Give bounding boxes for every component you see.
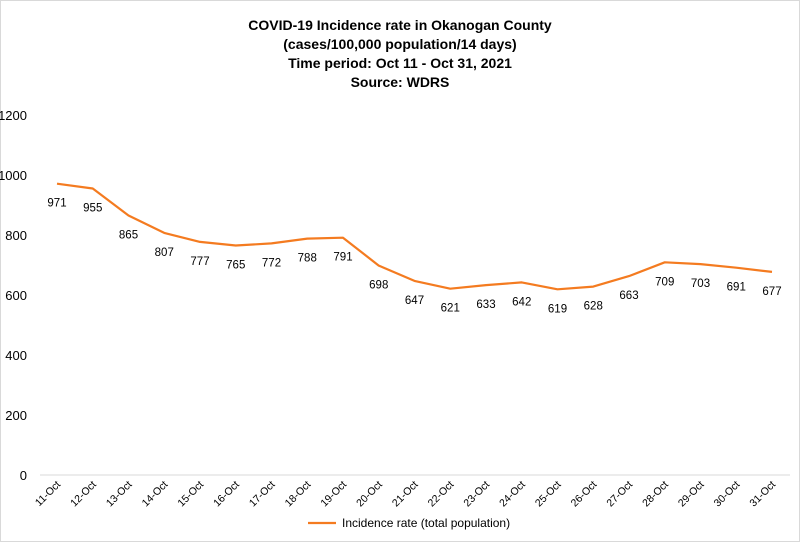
x-tick-label: 15-Oct [175,479,206,510]
title-line-3: Time period: Oct 11 - Oct 31, 2021 [288,55,512,71]
data-label: 791 [333,252,352,264]
x-tick-label: 30-Oct [712,479,743,510]
chart-title: COVID-19 Incidence rate in Okanogan Coun… [0,16,800,92]
data-label: 698 [369,280,388,292]
x-tick-label: 27-Oct [604,479,635,510]
y-tick-label: 400 [5,348,27,363]
data-label: 709 [655,276,674,288]
title-line-1: COVID-19 Incidence rate in Okanogan Coun… [248,17,552,33]
x-tick-label: 16-Oct [211,479,242,510]
x-tick-label: 12-Oct [68,479,99,510]
x-tick-label: 14-Oct [140,479,171,510]
x-tick-label: 11-Oct [33,479,63,509]
x-tick-label: 28-Oct [640,479,671,510]
x-tick-label: 31-Oct [747,479,778,510]
y-tick-label: 0 [20,468,27,483]
data-label: 647 [405,295,424,307]
data-label: 807 [155,247,174,259]
data-label: 765 [226,260,245,272]
data-label: 955 [83,203,102,215]
data-label: 663 [619,290,638,302]
x-tick-label: 20-Oct [354,479,385,510]
data-label: 642 [512,296,531,308]
data-label: 621 [441,303,460,315]
x-tick-label: 22-Oct [426,479,457,510]
title-line-4: Source: WDRS [350,74,450,90]
x-tick-label: 24-Oct [497,479,528,510]
data-label: 865 [119,230,138,242]
series-line [56,182,773,291]
x-tick-label: 21-Oct [390,479,421,510]
data-label: 772 [262,257,281,269]
data-label: 691 [727,282,746,294]
data-label: 788 [298,253,317,265]
x-tick-label: 25-Oct [533,479,564,510]
legend-label: Incidence rate (total population) [342,516,510,530]
data-label: 628 [584,301,603,313]
x-tick-label: 26-Oct [569,479,600,510]
x-tick-label: 17-Oct [247,479,278,510]
data-label: 677 [762,286,781,298]
y-tick-label: 800 [5,228,27,243]
y-tick-label: 1200 [0,108,27,123]
x-tick-label: 13-Oct [104,479,135,510]
x-tick-label: 23-Oct [461,479,492,510]
data-label: 971 [47,198,66,210]
x-tick-label: 19-Oct [318,479,349,510]
data-label: 703 [691,278,710,290]
y-tick-label: 1000 [0,168,27,183]
data-label: 633 [476,299,495,311]
x-tick-label: 29-Oct [676,479,707,510]
y-tick-label: 600 [5,288,27,303]
x-tick-label: 18-Oct [283,479,314,510]
y-tick-label: 200 [5,408,27,423]
title-line-2: (cases/100,000 population/14 days) [283,36,517,52]
data-label: 619 [548,303,567,315]
data-label: 777 [190,256,209,268]
